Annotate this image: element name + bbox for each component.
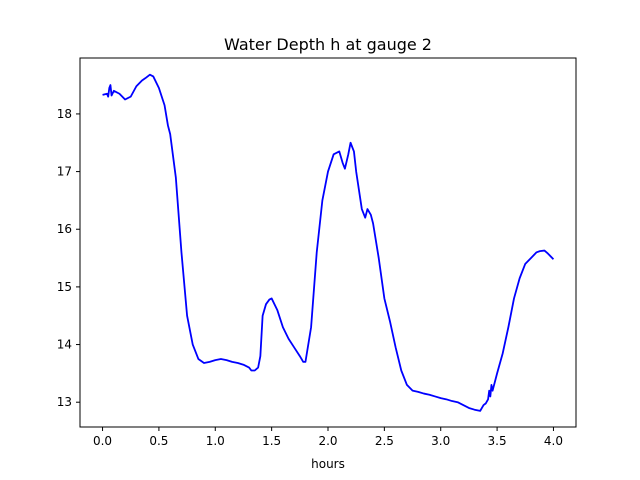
x-tick-label: 1.0 <box>206 434 225 448</box>
x-tick-label: 4.0 <box>544 434 563 448</box>
x-tick-label: 0.5 <box>149 434 168 448</box>
y-tick-label: 17 <box>57 165 72 179</box>
chart-title: Water Depth h at gauge 2 <box>224 35 432 54</box>
x-tick-label: 1.5 <box>262 434 281 448</box>
x-tick-label: 2.0 <box>318 434 337 448</box>
x-tick-label: 2.5 <box>375 434 394 448</box>
x-tick-label: 3.0 <box>431 434 450 448</box>
y-tick-label: 15 <box>57 280 72 294</box>
y-tick-label: 13 <box>57 395 72 409</box>
x-axis-label: hours <box>311 457 345 471</box>
y-tick-label: 16 <box>57 222 72 236</box>
plot-area <box>80 58 576 427</box>
y-axis-ticks: 13 14 15 16 17 18 <box>57 107 80 409</box>
y-tick-label: 18 <box>57 107 72 121</box>
x-axis-ticks: 0.0 0.5 1.0 1.5 2.0 2.5 3.0 3.5 4.0 <box>93 427 563 448</box>
series-line <box>102 73 555 412</box>
x-tick-label: 0.0 <box>93 434 112 448</box>
y-tick-label: 14 <box>57 338 72 352</box>
plot-frame <box>79 57 577 428</box>
x-tick-label: 3.5 <box>488 434 507 448</box>
